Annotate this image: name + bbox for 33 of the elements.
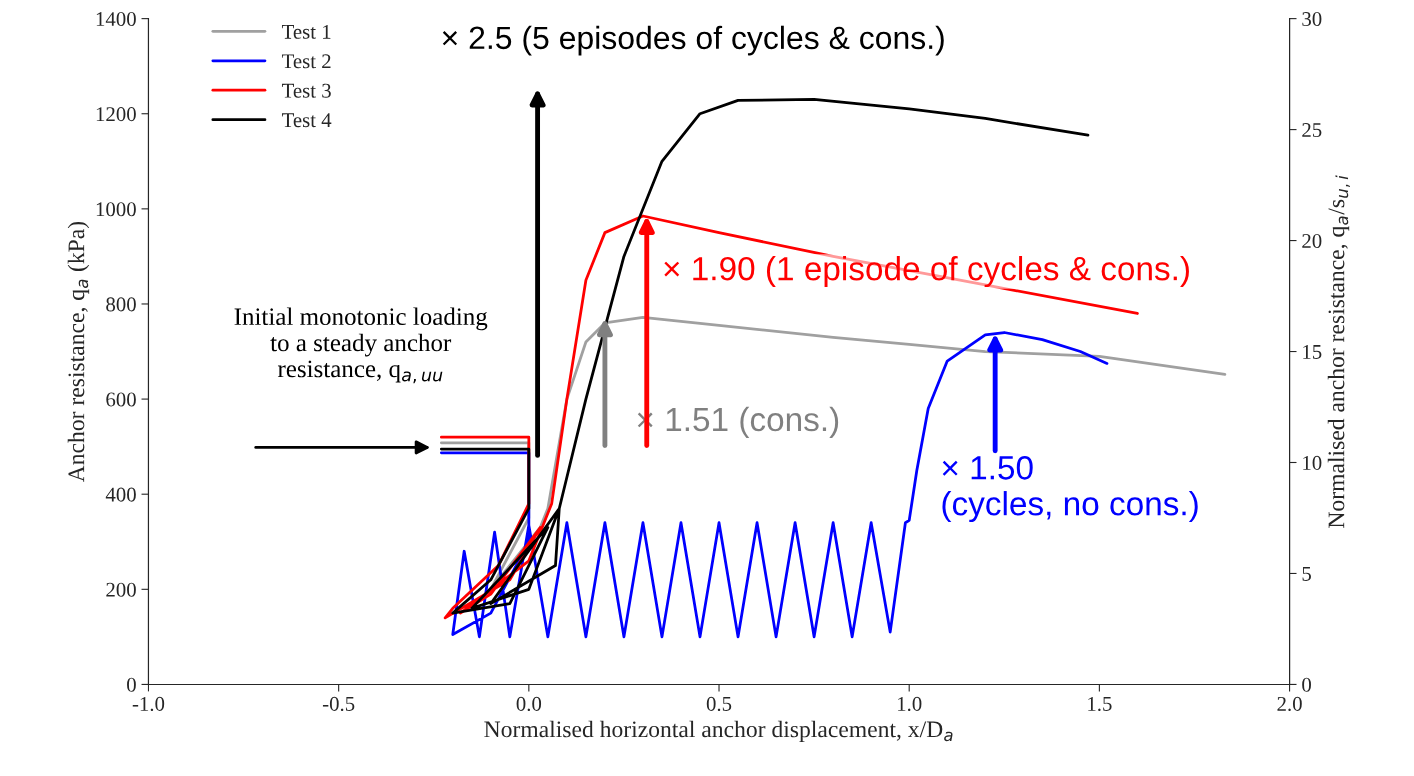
x-tick-label: 1.5 <box>1088 696 1112 711</box>
y2-axis-title: Normalised anchor resistance, q$_{a}$/s$_{u,i}$ <box>1327 175 1350 528</box>
y-axis-title: Anchor resistance, q$_{a}$ (kPa) <box>67 221 90 483</box>
y2-tick-label: 30 <box>1302 12 1322 27</box>
legend-label: Test 1 <box>281 24 331 39</box>
x-tick-label: 0.5 <box>706 696 732 711</box>
annotation: Initial monotonic loading to a steady anchor resistance, q$_{a,uu}$ <box>234 307 488 384</box>
legend-label: Test 4 <box>281 113 332 128</box>
y2-tick-label: 15 <box>1303 345 1322 359</box>
x-tick-label: -1.0 <box>132 696 165 711</box>
y2-tick-label: 0 <box>1302 677 1311 692</box>
y-tick-label: 600 <box>106 392 136 407</box>
x-tick-label: 2.0 <box>1277 696 1302 711</box>
y-tick-label: 200 <box>106 582 136 597</box>
y-tick-label: 800 <box>106 297 136 312</box>
annotation: × 1.50 (cycles, no cons.) <box>942 456 1198 523</box>
y-tick-label: 1000 <box>96 202 136 217</box>
legend-label: Test 2 <box>281 54 331 69</box>
y2-tick-label: 5 <box>1302 567 1311 581</box>
annotation: × 1.90 (1 episode of cycles & cons.) <box>664 256 1189 288</box>
annotation: × 2.5 (5 episodes of cycles & cons.) <box>442 25 944 56</box>
y2-tick-label: 25 <box>1302 123 1322 138</box>
legend-label: Test 3 <box>281 83 331 98</box>
y2-tick-label: 20 <box>1302 233 1322 248</box>
y-tick-label: 0 <box>127 677 136 692</box>
x-axis-title: Normalised horizontal anchor displacement, x/D$_{a}$ <box>484 720 953 743</box>
y-tick-label: 1400 <box>96 12 136 27</box>
y-tick-label: 1200 <box>96 107 136 122</box>
x-tick-label: 0.0 <box>516 696 542 711</box>
x-tick-label: -0.5 <box>322 696 355 711</box>
y2-tick-label: 10 <box>1303 455 1322 470</box>
y-tick-label: 400 <box>105 487 136 502</box>
x-tick-label: 1.0 <box>898 696 922 711</box>
